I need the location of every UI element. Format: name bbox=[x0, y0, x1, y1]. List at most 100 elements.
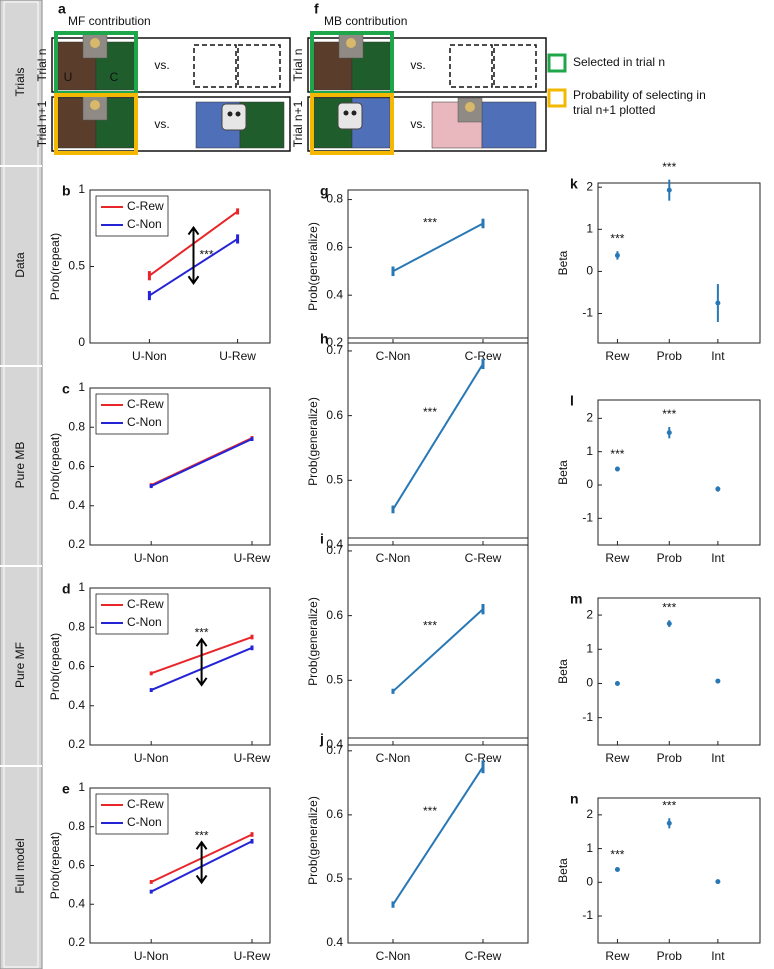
x-tick-label: C-Non bbox=[376, 751, 411, 765]
trial-row bbox=[51, 96, 291, 152]
coefficient bbox=[715, 486, 721, 492]
y-axis-label: Beta bbox=[556, 460, 570, 485]
y-tick-label: 0.7 bbox=[326, 543, 343, 557]
x-tick-label: Prob bbox=[657, 751, 683, 765]
panel-letter: c bbox=[62, 381, 70, 397]
legend-label: C-Non bbox=[127, 415, 162, 429]
y-tick-label: 0.4 bbox=[68, 698, 85, 712]
significance: *** bbox=[662, 160, 676, 174]
x-tick-label: Int bbox=[711, 751, 725, 765]
panel-letter: g bbox=[320, 183, 329, 199]
x-tick-label: Prob bbox=[657, 349, 683, 363]
stimulus-face-eye bbox=[235, 111, 241, 117]
stimulus-face-eye bbox=[351, 110, 357, 116]
y-tick-label: 0.2 bbox=[68, 537, 85, 551]
y-tick-label: 0.4 bbox=[326, 537, 343, 551]
coefficient bbox=[614, 252, 620, 258]
y-axis-label: Prob(repeat) bbox=[48, 233, 62, 300]
vs-label: vs. bbox=[410, 58, 425, 72]
y-tick-label: 0.6 bbox=[326, 408, 343, 422]
y-tick-label: 0.7 bbox=[326, 743, 343, 757]
x-tick-label: U-Non bbox=[134, 551, 169, 565]
x-tick-label: U-Rew bbox=[234, 551, 271, 565]
y-axis-label: Prob(generalize) bbox=[306, 397, 320, 486]
trial-label: Trial n bbox=[291, 49, 305, 82]
coefficient bbox=[614, 680, 620, 686]
panel-letter: i bbox=[320, 531, 324, 547]
significance: *** bbox=[423, 216, 437, 230]
y-tick-label: 0.6 bbox=[68, 659, 85, 673]
y-tick-label: 2 bbox=[586, 607, 593, 621]
coefficient bbox=[715, 879, 721, 885]
y-tick-label: 1 bbox=[78, 380, 85, 394]
plot-frame bbox=[347, 537, 529, 746]
legend-box bbox=[95, 393, 169, 435]
y-tick-label: 0.8 bbox=[68, 819, 85, 833]
legend-label: C-Non bbox=[127, 815, 162, 829]
arrow-head bbox=[187, 275, 200, 285]
trial-label: Trial n+1 bbox=[35, 100, 49, 147]
x-tick-label: U-Non bbox=[132, 349, 167, 363]
x-tick-label: Rew bbox=[605, 751, 629, 765]
coefficient bbox=[614, 866, 620, 872]
vs-label: vs. bbox=[154, 58, 169, 72]
arrow-head bbox=[187, 225, 200, 236]
legend-text: trial n+1 plotted bbox=[573, 103, 655, 117]
y-axis-label: Beta bbox=[556, 659, 570, 684]
x-tick-label: Rew bbox=[605, 949, 629, 963]
y-axis-label: Prob(generalize) bbox=[306, 796, 320, 885]
y-tick-label: 1 bbox=[586, 221, 593, 235]
y-tick-label: 0 bbox=[586, 874, 593, 888]
y-axis-label: Beta bbox=[556, 250, 570, 275]
stimulus-face-eye bbox=[227, 111, 233, 117]
y-tick-label: 0.4 bbox=[68, 896, 85, 910]
significance: *** bbox=[423, 405, 437, 419]
significance: *** bbox=[610, 447, 624, 461]
coefficient bbox=[666, 621, 672, 627]
empty-option bbox=[449, 44, 493, 88]
x-tick-label: C-Non bbox=[376, 551, 411, 565]
y-axis-label: Prob(repeat) bbox=[48, 832, 62, 899]
empty-option bbox=[493, 44, 537, 88]
arrow-head bbox=[195, 637, 208, 647]
series-line bbox=[392, 608, 484, 693]
y-tick-label: 0.7 bbox=[326, 343, 343, 357]
panel-letter: k bbox=[570, 176, 578, 192]
y-tick-label: 0.5 bbox=[326, 672, 343, 686]
arrow-head bbox=[195, 677, 208, 687]
panel-letter: h bbox=[320, 331, 329, 347]
panel-letter: n bbox=[570, 791, 579, 807]
y-tick-label: 0.6 bbox=[326, 240, 343, 254]
x-tick-label: Prob bbox=[657, 949, 683, 963]
y-tick-label: 1 bbox=[586, 641, 593, 655]
significance: *** bbox=[423, 618, 437, 632]
significance: *** bbox=[662, 798, 676, 812]
x-tick-label: U-Rew bbox=[234, 949, 271, 963]
significance: *** bbox=[662, 407, 676, 421]
y-tick-label: 0.4 bbox=[326, 935, 343, 949]
y-tick-label: 0.4 bbox=[68, 498, 85, 512]
significance: *** bbox=[423, 804, 437, 818]
y-tick-label: 2 bbox=[586, 179, 593, 193]
legend-label: C-Rew bbox=[127, 397, 164, 411]
y-tick-label: 0 bbox=[78, 335, 85, 349]
series-line bbox=[150, 438, 253, 488]
trial-row bbox=[307, 37, 547, 93]
legend-box bbox=[95, 793, 169, 835]
box-letter: U bbox=[64, 70, 73, 84]
trial-label: Trial n+1 bbox=[291, 100, 305, 147]
y-tick-label: 0.8 bbox=[326, 192, 343, 206]
coefficient bbox=[666, 430, 672, 436]
x-tick-label: C-Rew bbox=[465, 349, 502, 363]
y-tick-label: -1 bbox=[582, 908, 593, 922]
y-tick-label: 0.5 bbox=[326, 871, 343, 885]
coefficient bbox=[614, 466, 620, 472]
vs-label: vs. bbox=[410, 117, 425, 131]
y-tick-label: 0.2 bbox=[326, 335, 343, 349]
legend-label: C-Non bbox=[127, 217, 162, 231]
y-tick-label: 0.4 bbox=[326, 287, 343, 301]
y-tick-label: 0.8 bbox=[68, 619, 85, 633]
significance: *** bbox=[610, 848, 624, 862]
y-tick-label: 0.5 bbox=[326, 472, 343, 486]
stimulus-face bbox=[221, 103, 247, 131]
